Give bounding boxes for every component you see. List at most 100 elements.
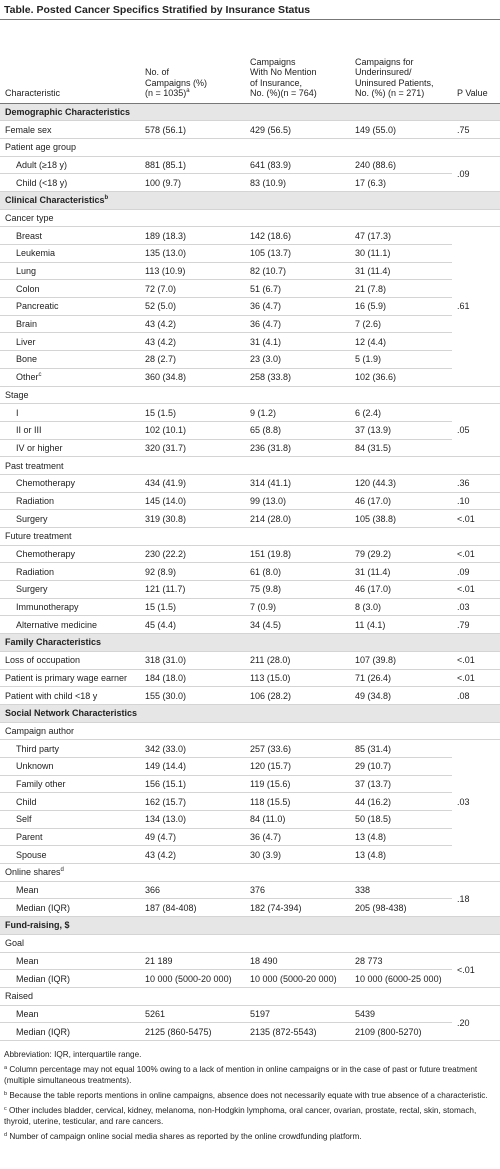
- section-row: Demographic Characteristics: [0, 103, 500, 122]
- value-cell: 156 (15.1): [140, 775, 245, 794]
- empty-cell: [245, 722, 350, 741]
- empty-cell: [140, 138, 245, 157]
- label-text: Past treatment: [5, 460, 64, 471]
- group-label: Patient age group: [0, 138, 140, 157]
- row-label: Family other: [0, 775, 140, 794]
- label-text: Patient with child <18 y: [5, 690, 98, 701]
- data-row: Median (IQR) 187 (84-408) 182 (74-394) 205 …: [0, 898, 500, 918]
- row-label: Chemotherapy: [0, 474, 140, 493]
- value-cell: 10 000 (5000-20 000): [140, 969, 245, 988]
- row-label: I: [0, 403, 140, 422]
- header-line: (n = 1035)a: [145, 88, 190, 98]
- group-label: Past treatment: [0, 456, 140, 475]
- value-cell: 46 (17.0): [350, 492, 452, 511]
- empty-cell: [140, 722, 245, 741]
- data-row: Breast 189 (18.3) 142 (18.6) 47 (17.3) .61: [0, 226, 500, 387]
- row-label: Chemotherapy: [0, 545, 140, 564]
- label-text: Pancreatic: [16, 301, 59, 312]
- value-cell: 113 (10.9): [140, 262, 245, 281]
- label-text: Child (<18 y): [16, 177, 68, 188]
- value-cell: 17 (6.3): [350, 173, 452, 192]
- value-cell: 155 (30.0): [140, 686, 245, 705]
- value-cell: 31 (4.1): [245, 332, 350, 352]
- label-text: Liver: [16, 336, 36, 347]
- group-row: Campaign author: [0, 722, 500, 741]
- data-row: Child 162 (15.7) 118 (15.5) 44 (16.2): [0, 792, 500, 811]
- p-value: .36: [452, 474, 500, 493]
- empty-cell: [350, 386, 452, 405]
- value-cell: 37 (13.7): [350, 775, 452, 794]
- value-cell: 118 (15.5): [245, 792, 350, 811]
- data-row: Leukemia 135 (13.0) 105 (13.7) 30 (11.1): [0, 244, 500, 263]
- footnote-mark: b: [104, 195, 109, 202]
- value-cell: 92 (8.9): [140, 562, 245, 582]
- data-row: Median (IQR) 2125 (860-5475) 2135 (872-554…: [0, 1022, 500, 1041]
- p-value: .79: [452, 615, 500, 635]
- group-label: Raised: [0, 987, 140, 1006]
- value-cell: 2125 (860-5475): [140, 1022, 245, 1041]
- value-cell: 50 (18.5): [350, 810, 452, 829]
- row-label: Liver: [0, 332, 140, 352]
- group-label: Goal: [0, 934, 140, 953]
- header-line: Campaigns: [250, 56, 296, 67]
- value-cell: 43 (4.2): [140, 315, 245, 334]
- value-cell: 15 (1.5): [140, 403, 245, 422]
- label-text: Bone: [16, 354, 38, 365]
- footnotes: Abbreviation: IQR, interquartile range. a…: [0, 1041, 500, 1142]
- label-text: Self: [16, 814, 32, 825]
- group-row: Cancer type: [0, 209, 500, 228]
- row-label: Parent: [0, 828, 140, 847]
- footnote-mark: a: [186, 88, 190, 94]
- empty-cell: [452, 138, 500, 157]
- empty-cell: [140, 934, 245, 953]
- value-cell: 376: [245, 881, 350, 900]
- footnote-mark: d: [60, 867, 64, 874]
- footnote-text: Other includes bladder, cervical, kidney…: [4, 1105, 477, 1126]
- empty-cell: [245, 456, 350, 475]
- row-label: Otherc: [0, 368, 140, 387]
- value-cell: 214 (28.0): [245, 509, 350, 528]
- value-cell: 102 (36.6): [350, 368, 452, 387]
- value-cell: 113 (15.0): [245, 669, 350, 688]
- value-cell: 319 (30.8): [140, 509, 245, 528]
- value-cell: 84 (11.0): [245, 810, 350, 829]
- empty-cell: [452, 456, 500, 475]
- value-cell: 105 (38.8): [350, 509, 452, 528]
- row-label: IV or higher: [0, 439, 140, 458]
- label-text: Radiation: [16, 495, 55, 506]
- value-cell: 5439: [350, 1005, 452, 1024]
- data-row: Unknown 149 (14.4) 120 (15.7) 29 (10.7): [0, 757, 500, 776]
- group-label: Future treatment: [0, 527, 140, 546]
- data-row: Patient with child <18 y 155 (30.0) 106 (2…: [0, 686, 500, 705]
- value-cell: 211 (28.0): [245, 651, 350, 670]
- value-cell: 135 (13.0): [140, 244, 245, 263]
- column-header: Characteristic: [0, 20, 140, 104]
- data-row: Third party 342 (33.0) 257 (33.6) 85 (31.4)…: [0, 739, 500, 865]
- value-cell: 149 (14.4): [140, 757, 245, 776]
- row-label: Pancreatic: [0, 297, 140, 316]
- data-row: Colon 72 (7.0) 51 (6.7) 21 (7.8): [0, 279, 500, 299]
- value-cell: 107 (39.8): [350, 651, 452, 670]
- value-cell: 257 (33.6): [245, 739, 350, 758]
- data-row: Alternative medicine 45 (4.4) 34 (4.5) 11 (…: [0, 615, 500, 635]
- data-row: Lung 113 (10.9) 82 (10.7) 31 (11.4): [0, 262, 500, 281]
- footnote-mark: c: [4, 1105, 7, 1112]
- value-cell: 29 (10.7): [350, 757, 452, 776]
- empty-cell: [350, 934, 452, 953]
- value-cell: 52 (5.0): [140, 297, 245, 316]
- p-value: <.01: [452, 952, 500, 988]
- label-text: Cancer type: [5, 212, 54, 223]
- row-label: Surgery: [0, 580, 140, 599]
- section-row: Family Characteristics: [0, 633, 500, 652]
- empty-cell: [452, 722, 500, 741]
- row-label: Leukemia: [0, 244, 140, 263]
- label-text: Loss of occupation: [5, 655, 81, 666]
- label-text: Surgery: [16, 513, 48, 524]
- p-value: .03: [452, 739, 500, 865]
- section-title: Social Network Characteristics: [0, 704, 500, 723]
- column-header: P Value: [452, 20, 500, 104]
- p-value: .03: [452, 598, 500, 617]
- section-title: Fund-raising, $: [0, 916, 500, 935]
- footnote-mark: b: [4, 1090, 8, 1097]
